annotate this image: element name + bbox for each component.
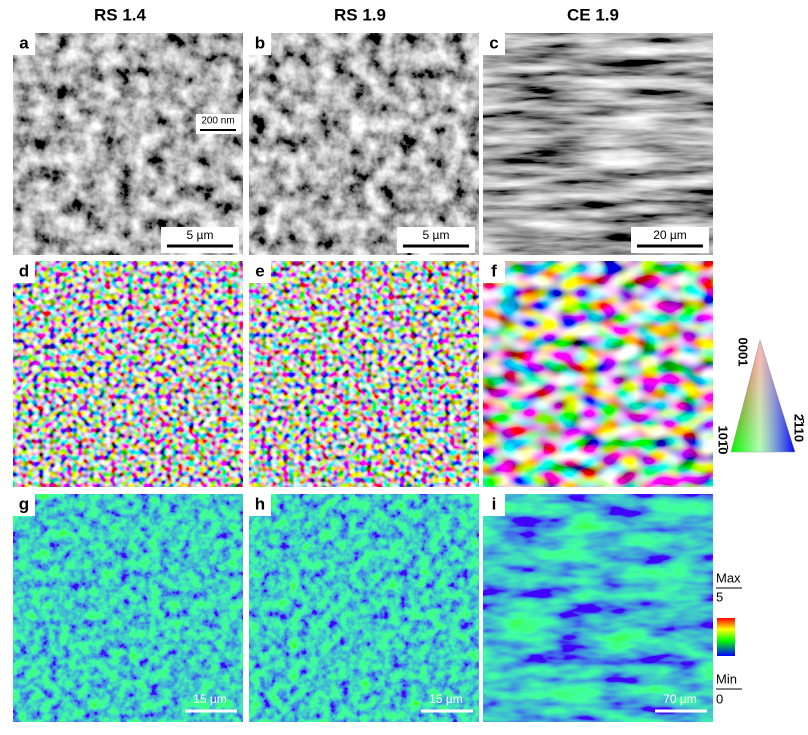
inset-scale-label: 200 nm: [201, 116, 234, 127]
panel-label: g: [19, 494, 29, 513]
scale-bar-box: [631, 227, 709, 253]
kam-colorbar: [717, 618, 735, 656]
panel: d: [13, 261, 243, 487]
panel-label: i: [492, 494, 497, 513]
panel-image: [13, 261, 243, 487]
panel: a 5 µm: [13, 33, 243, 255]
panel: f: [483, 261, 713, 487]
panel: i 70 µm: [483, 494, 713, 722]
panel-image: [483, 261, 713, 487]
scale-bar-box: [397, 227, 475, 253]
scale-bar-box: [161, 227, 239, 253]
panel: b 5 µm: [249, 33, 479, 255]
scale-bar-label: 20 µm: [653, 228, 687, 242]
panel-label-box: [13, 494, 35, 516]
panel-label: a: [19, 33, 29, 52]
panel-label: e: [255, 261, 264, 280]
inset: 200 nm: [139, 34, 243, 137]
scale-bar-label: 5 µm: [187, 228, 214, 242]
panel: e: [249, 261, 479, 487]
panel-label-box: [483, 494, 505, 516]
kam-min-label: Min: [716, 671, 737, 686]
column-header: CE 1.9: [567, 5, 619, 24]
panel: c 20 µm: [483, 33, 713, 255]
ipf-label: 101̄0: [716, 426, 731, 455]
scale-bar-label: 70 µm: [663, 692, 697, 706]
kam-max-label: Max: [716, 570, 741, 585]
panel-label-box: [483, 33, 505, 55]
kam-legend: Max 5 Min 0: [716, 570, 742, 706]
panel-label-box: [249, 494, 271, 516]
panel: h 15 µm: [249, 494, 479, 722]
panel-image: [249, 33, 479, 255]
kam-max-value: 5: [716, 589, 723, 604]
ipf-legend: 0001 101̄0 2̄110: [716, 338, 807, 455]
column-header: RS 1.9: [334, 5, 386, 24]
ipf-label: 0001: [736, 338, 751, 367]
panel-label-box: [13, 33, 35, 55]
panel-label-box: [249, 33, 271, 55]
panel-image: [249, 261, 479, 487]
panel-label: h: [255, 494, 265, 513]
panel: g 15 µm: [13, 494, 243, 722]
panel-image: [483, 494, 713, 722]
panel-image: [13, 494, 243, 722]
panel-image: [249, 494, 479, 722]
scale-bar-label: 5 µm: [423, 228, 450, 242]
scale-bar-label: 15 µm: [193, 692, 227, 706]
kam-min-value: 0: [716, 691, 723, 706]
ipf-triangle-overlay: [730, 339, 796, 453]
panel-label: d: [19, 261, 29, 280]
panel-image: [483, 33, 713, 255]
panel-label-box: [249, 261, 271, 283]
panel-label: b: [255, 33, 265, 52]
scale-bar-label: 15 µm: [429, 692, 463, 706]
panel-label: f: [491, 261, 497, 280]
panel-label: c: [489, 33, 498, 52]
panel-label-box: [13, 261, 35, 283]
column-header: RS 1.4: [94, 5, 147, 24]
panel-label-box: [483, 261, 505, 283]
ipf-label: 2̄110: [792, 414, 807, 442]
